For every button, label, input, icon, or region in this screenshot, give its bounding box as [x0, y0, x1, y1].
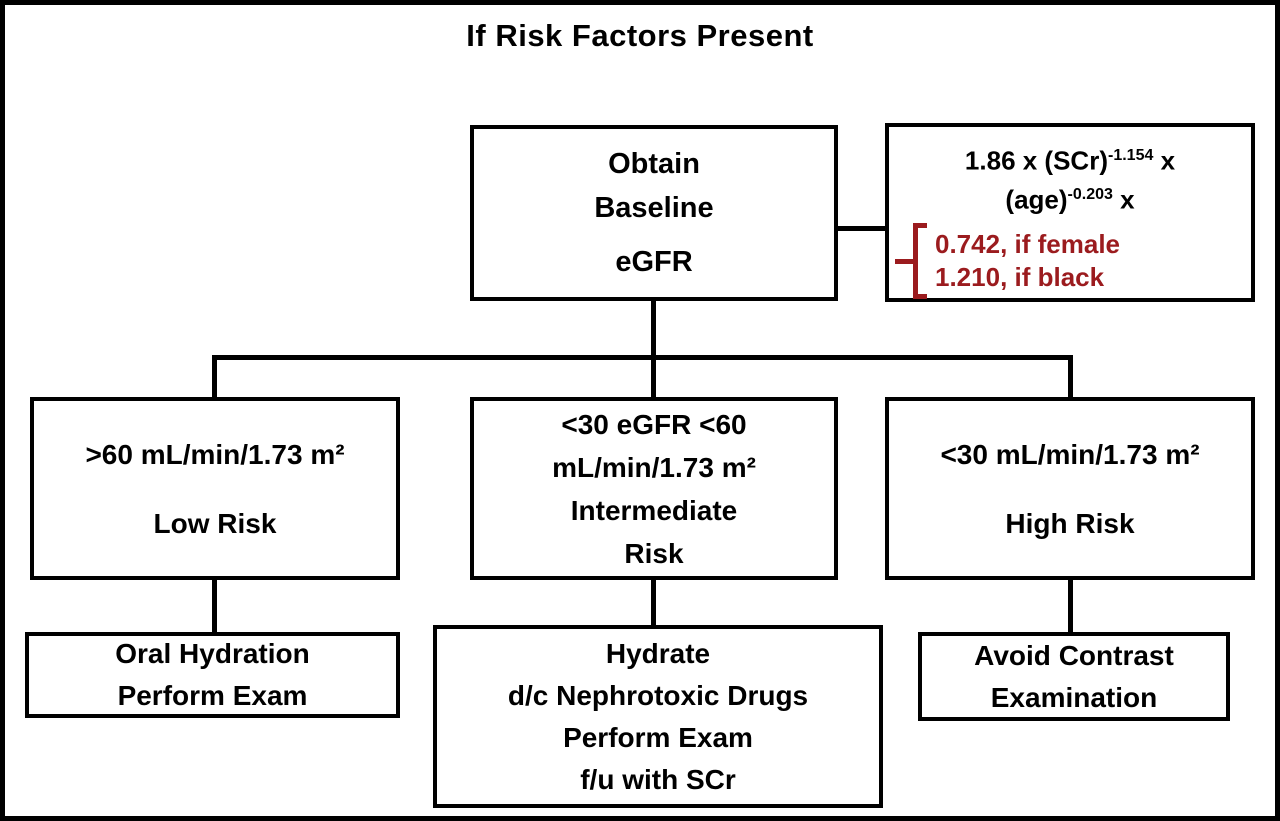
- correction-factors: 0.742, if female 1.210, if black: [889, 223, 1251, 300]
- formula-exponent-2: -0.203: [1067, 185, 1113, 203]
- baseline-line-3: eGFR: [615, 246, 693, 278]
- connector-branch-to-low: [212, 355, 217, 397]
- intermediate-action-line-4: f/u with SCr: [580, 763, 736, 795]
- obtain-baseline-egfr-box: Obtain Baseline eGFR: [470, 125, 838, 301]
- connector-branch-to-high: [1068, 355, 1073, 397]
- red-bracket-dash: [895, 258, 913, 264]
- high-risk-criterion: <30 mL/min/1.73 m²: [940, 438, 1200, 470]
- intermediate-risk-label-line-2: Risk: [624, 537, 684, 569]
- black-correction-factor: 1.210, if black: [935, 262, 1105, 293]
- connector-branch-horizontal: [212, 355, 1073, 360]
- low-risk-action-box: Oral Hydration Perform Exam: [25, 632, 400, 718]
- connector-high-to-action: [1068, 580, 1073, 632]
- intermediate-action-line-2: d/c Nephrotoxic Drugs: [507, 679, 809, 711]
- baseline-line-1: Obtain: [608, 148, 700, 180]
- high-risk-box: <30 mL/min/1.73 m² High Risk: [885, 397, 1255, 580]
- low-action-line-2: Perform Exam: [117, 680, 308, 711]
- formula-line-2: (age)-0.203 x: [1005, 178, 1134, 217]
- low-risk-criterion: >60 mL/min/1.73 m²: [85, 438, 345, 470]
- intermediate-risk-box: <30 eGFR <60 mL/min/1.73 m² Intermediate…: [470, 397, 838, 580]
- formula-line-2-base: (age): [1005, 184, 1068, 215]
- connector-branch-to-intermediate: [651, 355, 656, 397]
- intermediate-risk-action-box: Hydrate d/c Nephrotoxic Drugs Perform Ex…: [433, 625, 883, 808]
- connector-intermediate-to-action: [651, 580, 656, 627]
- intermediate-risk-label-line-1: Intermediate: [570, 494, 738, 526]
- formula-line-2-multiplier: x: [1112, 184, 1135, 215]
- high-risk-action-box: Avoid Contrast Examination: [918, 632, 1230, 721]
- connector-baseline-to-formula: [838, 226, 885, 231]
- connector-low-to-action: [212, 580, 217, 632]
- correction-factor-list: 0.742, if female 1.210, if black: [935, 228, 1120, 294]
- formula-line-1-multiplier: x: [1153, 145, 1176, 176]
- intermediate-risk-criterion-line-1: <30 eGFR <60: [561, 408, 747, 440]
- red-bracket-icon: [913, 223, 927, 300]
- high-risk-label: High Risk: [1005, 507, 1135, 539]
- low-risk-box: >60 mL/min/1.73 m² Low Risk: [30, 397, 400, 580]
- high-action-line-2: Examination: [990, 681, 1158, 713]
- intermediate-action-line-1: Hydrate: [605, 637, 711, 669]
- low-risk-label: Low Risk: [153, 507, 277, 539]
- formula-line-1-base: 1.86 x (SCr): [964, 145, 1108, 176]
- high-action-line-1: Avoid Contrast: [974, 639, 1174, 671]
- connector-baseline-down: [651, 301, 656, 359]
- female-correction-factor: 0.742, if female: [935, 229, 1120, 260]
- intermediate-action-line-3: Perform Exam: [563, 721, 753, 753]
- baseline-line-2: Baseline: [594, 192, 714, 224]
- intermediate-risk-criterion-line-2: mL/min/1.73 m²: [552, 451, 756, 483]
- low-action-line-1: Oral Hydration: [115, 638, 310, 669]
- egfr-formula-box: 1.86 x (SCr)-1.154 x (age)-0.203 x 0.742…: [885, 123, 1255, 302]
- formula-exponent-1: -1.154: [1108, 147, 1154, 164]
- diagram-title: If Risk Factors Present: [466, 18, 814, 53]
- formula-line-1: 1.86 x (SCr)-1.154 x: [965, 139, 1175, 178]
